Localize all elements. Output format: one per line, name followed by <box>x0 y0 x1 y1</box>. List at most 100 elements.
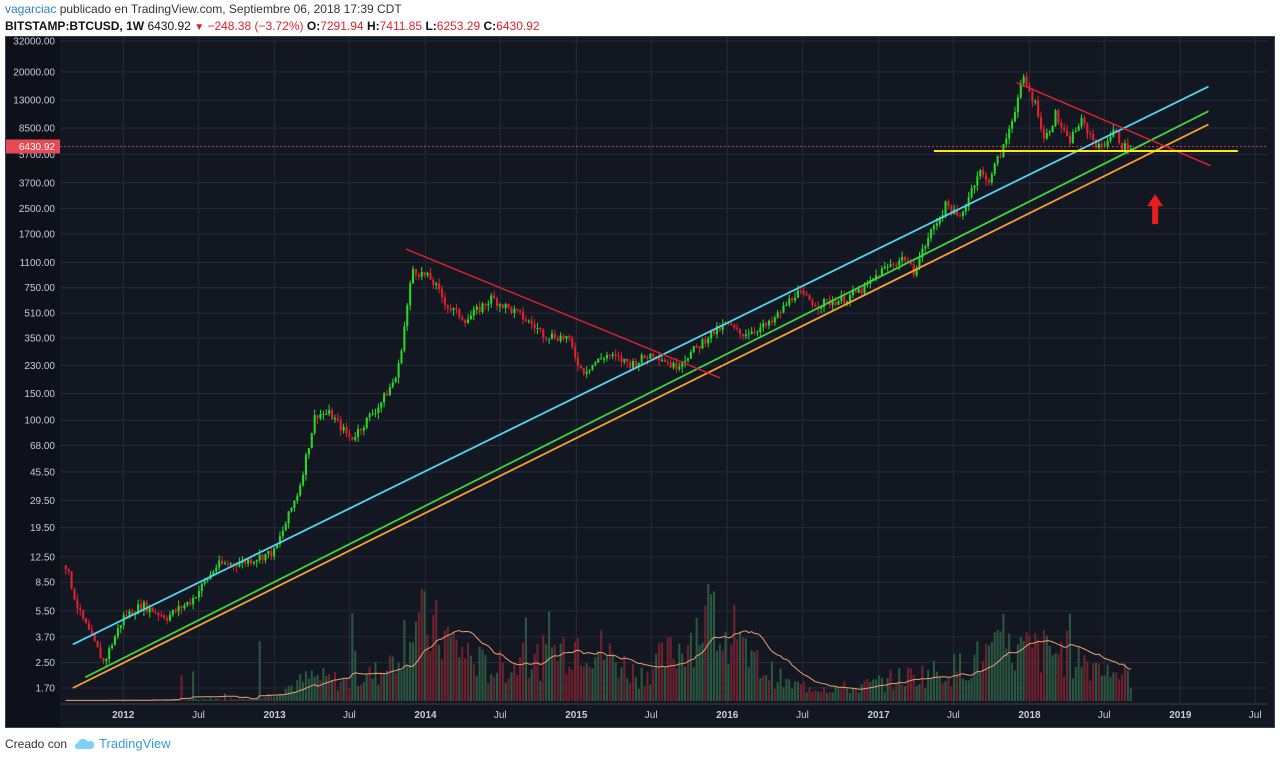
candle-body <box>837 300 840 305</box>
candle-body <box>872 278 875 280</box>
trendline-green[interactable] <box>84 110 1209 679</box>
candle-body <box>307 448 310 455</box>
volume-bar <box>715 650 718 701</box>
candle-body <box>423 272 426 276</box>
candle-body <box>270 551 273 557</box>
author-link[interactable]: vagarciac <box>5 2 57 16</box>
candle-body <box>249 559 253 564</box>
candle-body <box>825 299 828 301</box>
volume-bar <box>536 644 539 701</box>
volume-bar <box>412 642 415 701</box>
volume-bar <box>475 676 478 701</box>
volume-bar <box>348 688 351 701</box>
candle-body <box>412 269 415 284</box>
candle-body <box>704 339 707 344</box>
last-price-label: 6430.92 <box>19 142 56 153</box>
volume-bar <box>985 643 988 701</box>
volume-bar <box>209 698 212 701</box>
volume-bar <box>1126 670 1129 701</box>
volume-bar <box>1019 637 1022 701</box>
candle-body <box>603 358 606 360</box>
candle-body <box>192 597 195 605</box>
candle-body <box>854 290 857 293</box>
volume-bar <box>469 655 472 701</box>
candle-body <box>556 338 559 341</box>
candle-body <box>342 426 345 431</box>
candle-body <box>1066 130 1069 136</box>
volume-bar <box>591 668 594 701</box>
candle-body <box>782 305 785 313</box>
candle-body <box>967 197 970 207</box>
candle-body <box>200 583 203 591</box>
candle-body <box>770 320 773 323</box>
candle-body <box>319 414 322 419</box>
volume-bar <box>391 656 394 701</box>
volume-bar <box>255 699 258 701</box>
volume-bar <box>1057 654 1060 701</box>
price-chart[interactable]: 32000.00 20000.00 13000.00 8500.00 5700.00 37… <box>6 37 1274 727</box>
volume-bar <box>417 612 420 701</box>
candle-body <box>840 295 843 301</box>
trendline-red1[interactable] <box>405 248 721 379</box>
candle-body <box>542 329 545 338</box>
candle-body <box>302 475 305 486</box>
candle-body <box>79 608 82 610</box>
candle-body <box>475 306 478 310</box>
volume-bar <box>302 681 305 701</box>
trendline-cyan[interactable] <box>72 85 1209 646</box>
volume-bar <box>1054 653 1057 701</box>
volume-bar <box>1005 648 1008 701</box>
volume-bar <box>1022 641 1025 701</box>
candle-body <box>741 334 745 337</box>
candle-body <box>96 640 99 648</box>
volume-bar <box>921 665 924 701</box>
candle-body <box>886 266 889 268</box>
candle-body <box>197 590 200 598</box>
volume-bar <box>458 657 461 701</box>
candle-body <box>961 211 964 216</box>
volume-bar <box>330 679 334 701</box>
y-tick-label: 8.50 <box>36 578 56 589</box>
candle-body <box>883 266 886 269</box>
candle-body <box>304 454 308 476</box>
volume-bar <box>1048 646 1051 701</box>
volume-bar <box>406 664 409 701</box>
candle-body <box>851 290 854 296</box>
chart-background <box>6 37 1274 727</box>
trendline-orange[interactable] <box>72 123 1209 689</box>
volume-bar <box>869 681 872 701</box>
candle-body <box>545 337 548 339</box>
candle-body <box>605 355 608 359</box>
candle-body <box>368 414 371 418</box>
volume-bar <box>863 681 866 701</box>
candle-body <box>640 355 643 363</box>
candle-body <box>550 333 554 339</box>
x-tick-label: Jul <box>192 710 205 721</box>
volume-bar <box>423 591 426 701</box>
candle-body <box>990 174 993 183</box>
volume-bar <box>872 679 875 701</box>
volume-bar <box>565 673 568 701</box>
volume-bar <box>727 664 730 701</box>
candle-body <box>119 625 122 629</box>
volume-bar <box>192 671 195 701</box>
volume-bar <box>617 678 620 701</box>
tradingview-logo[interactable]: TradingView <box>75 736 171 751</box>
candle-body <box>1083 117 1086 124</box>
volume-bar <box>799 684 802 701</box>
volume-bar <box>1094 662 1098 701</box>
volume-bar <box>241 698 244 701</box>
candle-body <box>365 417 368 428</box>
volume-bar <box>1060 641 1063 701</box>
volume-bar <box>817 691 820 701</box>
volume-bar <box>270 695 273 701</box>
candle-body <box>718 326 721 331</box>
candle-body <box>993 163 996 175</box>
candle-body <box>727 323 730 325</box>
volume-bar <box>805 692 808 701</box>
candle-body <box>82 609 85 619</box>
volume-bar <box>215 698 218 701</box>
volume-bar <box>866 679 869 701</box>
candle-body <box>111 645 114 649</box>
chart-panel[interactable]: 32000.00 20000.00 13000.00 8500.00 5700.00 37… <box>5 36 1275 728</box>
